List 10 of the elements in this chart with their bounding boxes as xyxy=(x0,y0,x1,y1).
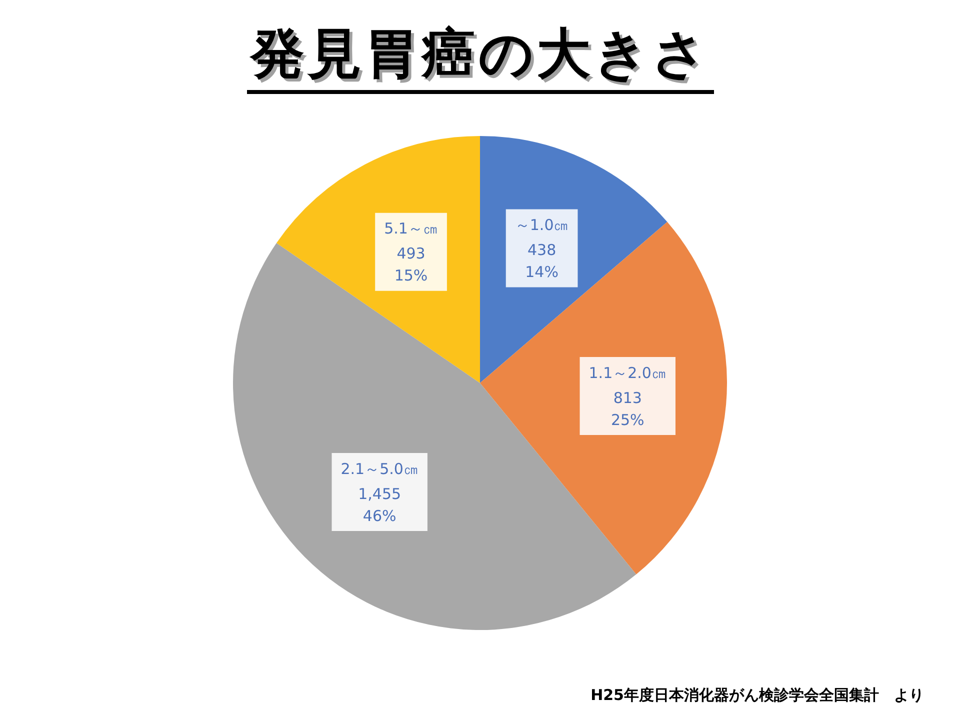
slice-label: ～1.0㎝ xyxy=(514,216,569,234)
data-label: 1,455 46% xyxy=(358,484,402,525)
slice-label: 1.1～2.0㎝ xyxy=(588,364,666,382)
slice-label: 5.1～㎝ xyxy=(384,220,438,238)
data-label: 493 15% xyxy=(394,244,428,285)
data-label: 813 25% xyxy=(610,388,644,429)
slice-label: 2.1～5.0㎝ xyxy=(340,460,418,478)
data-label: 438 14% xyxy=(525,241,558,282)
chart-title: 発見胃癌の大きさ xyxy=(246,20,714,94)
text: H25年度日本消化器がん検診学会全国集計 より xyxy=(590,686,924,705)
